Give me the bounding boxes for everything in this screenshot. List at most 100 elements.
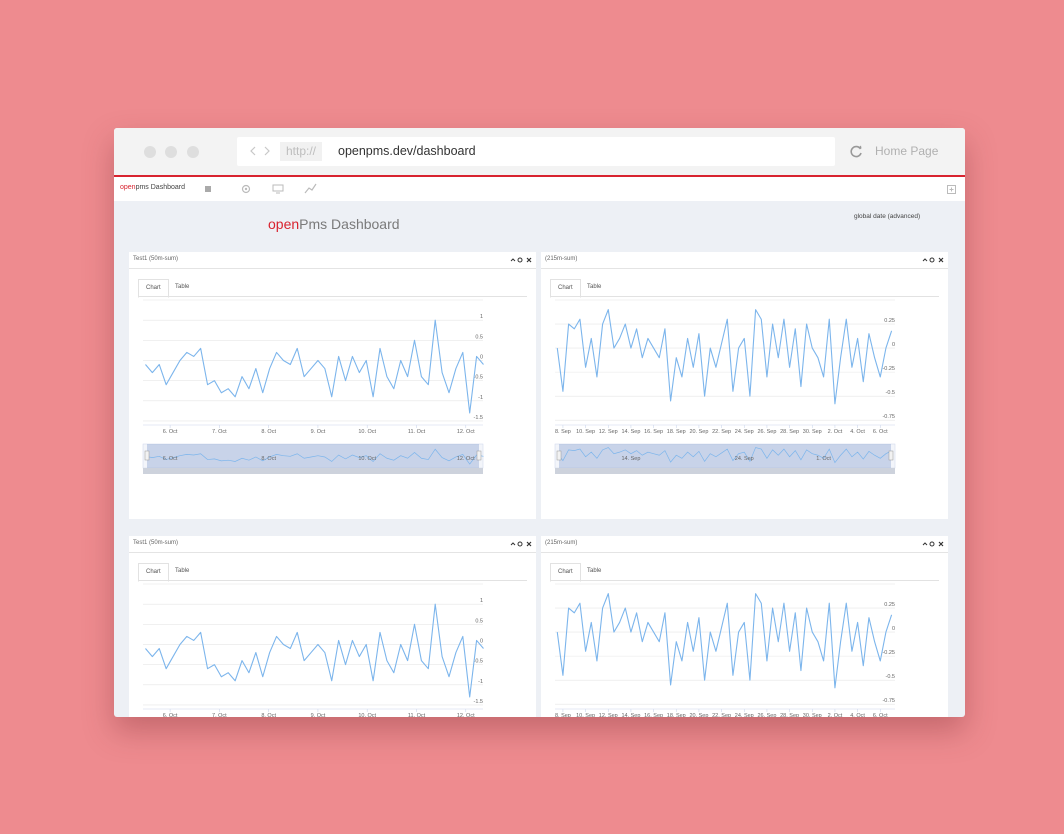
window-button[interactable] (165, 146, 177, 158)
tab-line (138, 296, 527, 297)
home-page-link[interactable]: Home Page (875, 144, 939, 158)
y-tick-label: 1 (480, 314, 483, 320)
x-tick-label: 12. Oct (457, 429, 475, 435)
x-tick-label: 2. Oct (828, 713, 843, 717)
panel-controls[interactable] (510, 256, 532, 264)
y-tick-label: -0.5 (474, 375, 483, 381)
y-tick-label: -1.5 (474, 699, 483, 705)
window-button[interactable] (144, 146, 156, 158)
x-tick-label: 28. Sep (780, 713, 799, 717)
x-tick-label: 26. Sep (757, 429, 776, 435)
address-bar[interactable]: http:// openpms.dev/dashboard (237, 137, 835, 166)
navigator-tick-label: 24. Sep (735, 456, 754, 462)
tab[interactable]: Chart (550, 563, 581, 582)
chart-panel: Test1 (50m-sum) Chart Table -1.5 -1 -0.5 0 0.5 1… (129, 536, 536, 717)
panel-header: Test1 (50m-sum) (129, 252, 536, 269)
chart-panel: (215m-sum) Chart Table -0.75 -0.5 -0.25 0 0.25 8… (541, 536, 948, 717)
panel-header: (215m-sum) (541, 252, 948, 269)
y-tick-label: -0.5 (886, 674, 895, 680)
y-tick-label: 0 (892, 342, 895, 348)
menu-icon[interactable] (204, 185, 212, 193)
global-date[interactable]: global date (advanced) (854, 213, 921, 220)
brand-rest: pms Dashboard (135, 184, 185, 191)
x-tick-label: 7. Oct (212, 429, 227, 435)
settings-icon[interactable] (240, 183, 252, 195)
x-tick-label: 9. Oct (311, 713, 326, 717)
y-tick-label: 0.5 (475, 334, 483, 340)
url-prefix: http:// (280, 142, 323, 161)
navigator-tick-label: 1. Oct (816, 456, 831, 462)
tab[interactable]: Table (587, 568, 602, 574)
x-tick-label: 11. Oct (408, 429, 426, 435)
nav-arrows[interactable] (249, 144, 273, 158)
y-tick-label: -1.5 (474, 415, 483, 421)
x-tick-label: 26. Sep (757, 713, 776, 717)
add-icon[interactable] (947, 185, 956, 194)
panel-header: Test1 (50m-sum) (129, 536, 536, 553)
chart: -1.5 -1 -0.5 0 0.5 1 6. Oct 7. Oct 8. Oct 9. Oct 1… (143, 583, 484, 717)
y-tick-label: -1 (478, 679, 483, 685)
x-tick-label: 16. Sep (644, 429, 663, 435)
panel-controls[interactable] (510, 540, 532, 548)
navigator-tick-label: 12. Oct (457, 456, 475, 462)
accent-line (114, 175, 965, 177)
navigator-tick-label: 8. Oct (261, 456, 276, 462)
chart-icon[interactable] (304, 182, 317, 195)
brand-accent: open (120, 184, 136, 191)
panel-title: Test1 (50m-sum) (133, 540, 179, 546)
x-tick-label: 16. Sep (644, 713, 663, 717)
dashboard-title: openPms Dashboard (268, 216, 400, 232)
y-tick-label: -0.25 (882, 650, 895, 656)
navigator-line (145, 448, 484, 465)
tab[interactable]: Chart (138, 563, 169, 582)
x-tick-label: 18. Sep (667, 713, 686, 717)
browser-toolbar: http:// openpms.dev/dashboard Home Page (114, 128, 965, 175)
navigator-scrollbar (143, 468, 483, 474)
panel-title: Test1 (50m-sum) (133, 256, 179, 262)
y-tick-label: -0.75 (882, 698, 895, 704)
reload-icon[interactable] (850, 145, 863, 158)
x-tick-label: 20. Sep (689, 429, 708, 435)
x-tick-label: 8. Sep (555, 713, 571, 717)
window-button[interactable] (187, 146, 199, 158)
tab[interactable]: Chart (550, 279, 581, 298)
browser-window: http:// openpms.dev/dashboard Home Page … (114, 128, 965, 717)
x-tick-label: 4. Oct (850, 429, 865, 435)
x-tick-label: 9. Oct (311, 429, 326, 435)
x-tick-label: 24. Sep (735, 429, 754, 435)
tab[interactable]: Table (175, 284, 190, 290)
y-tick-label: -0.5 (886, 390, 895, 396)
x-tick-label: 7. Oct (212, 713, 227, 717)
tab[interactable]: Table (587, 284, 602, 290)
y-tick-label: -0.5 (474, 659, 483, 665)
y-tick-label: 1 (480, 598, 483, 604)
panel-controls[interactable] (922, 540, 944, 548)
chart-panel: (215m-sum) Chart Table -0.75 -0.5 -0.25 0 0.25 8… (541, 252, 948, 519)
navigator-handle (144, 450, 150, 461)
x-tick-label: 6. Oct (163, 713, 178, 717)
monitor-icon[interactable] (272, 183, 284, 195)
brand[interactable]: openpms Dashboard (120, 184, 185, 191)
y-tick-label: -0.25 (882, 366, 895, 372)
navigator-bg (554, 443, 896, 469)
x-tick-label: 8. Sep (555, 429, 571, 435)
navigator-mask (147, 444, 479, 468)
y-tick-label: 0 (480, 638, 483, 644)
tab[interactable]: Table (175, 568, 190, 574)
data-line (145, 319, 484, 414)
data-line (556, 593, 893, 689)
x-tick-label: 6. Oct (163, 429, 178, 435)
panel-title: (215m-sum) (545, 540, 578, 546)
x-tick-label: 28. Sep (780, 429, 799, 435)
panel-controls[interactable] (922, 256, 944, 264)
chart-panel: Test1 (50m-sum) Chart Table -1.5 -1 -0.5 0 0.5 1… (129, 252, 536, 519)
x-tick-label: 6. Oct (873, 429, 888, 435)
x-tick-label: 18. Sep (667, 429, 686, 435)
tab[interactable]: Chart (138, 279, 169, 298)
navigator-tick-label: 10. Oct (358, 456, 376, 462)
url: openpms.dev/dashboard (338, 144, 476, 158)
x-tick-label: 8. Oct (261, 429, 276, 435)
y-tick-label: -1 (478, 395, 483, 401)
